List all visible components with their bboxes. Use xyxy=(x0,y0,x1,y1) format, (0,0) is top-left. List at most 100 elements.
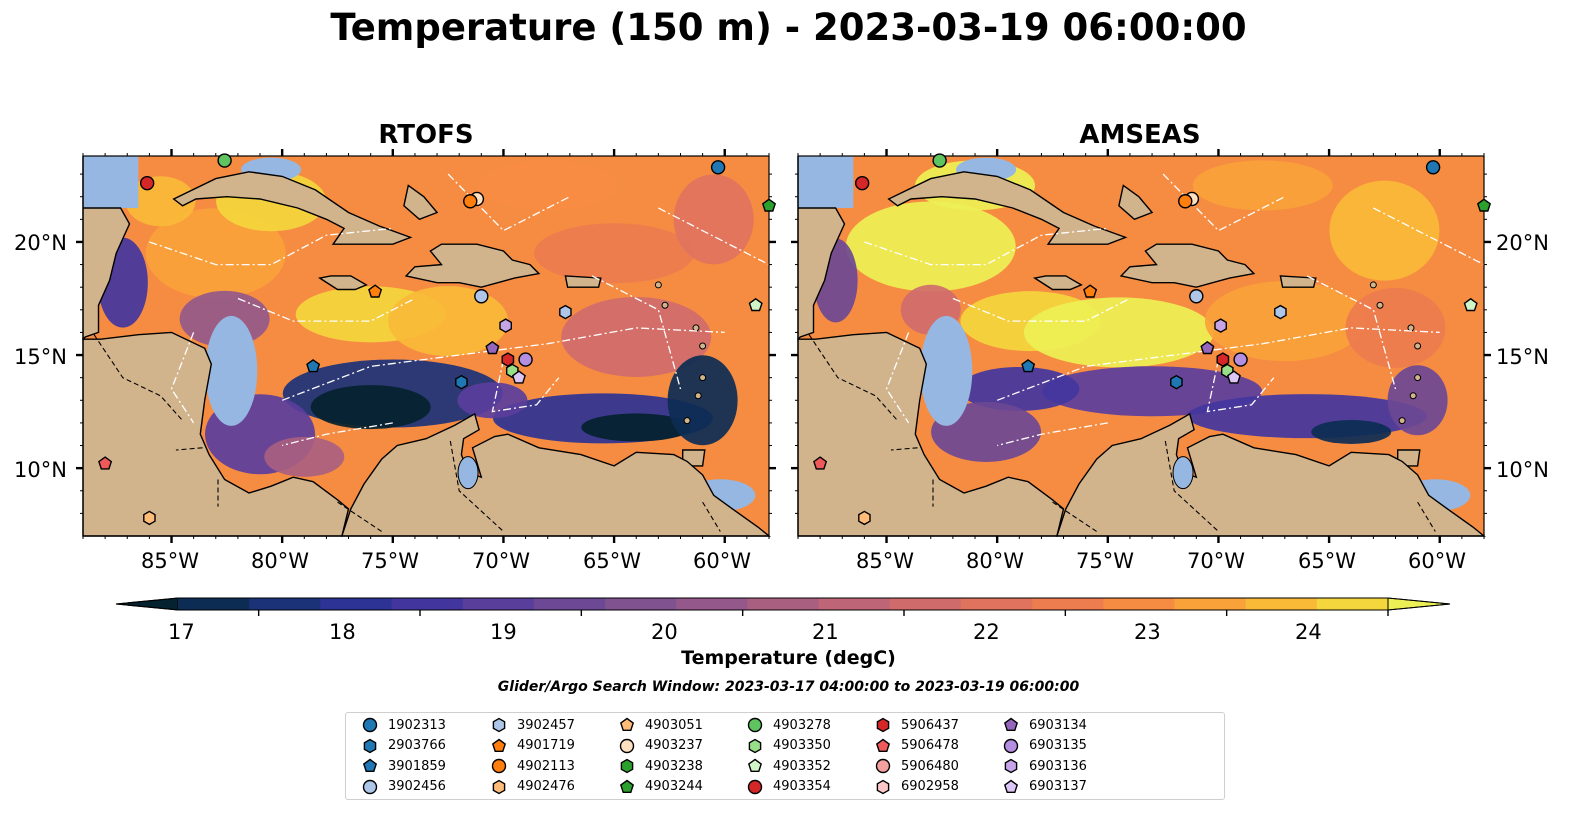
legend-label: 6903134 xyxy=(1029,717,1087,733)
legend-item: 2903766 xyxy=(361,736,446,756)
island xyxy=(694,392,702,400)
temperature-field-patch xyxy=(667,355,738,446)
temperature-field-patch xyxy=(477,160,618,211)
legend-marker-icon xyxy=(747,779,763,794)
legend-item: 4903051 xyxy=(618,715,703,735)
eez-boundary xyxy=(281,327,725,401)
eez-boundary xyxy=(591,275,682,390)
puerto-rico-land xyxy=(564,275,602,288)
country-border xyxy=(1164,440,1219,532)
float-marker-6903136 xyxy=(499,318,512,333)
colorbar-segment xyxy=(889,598,962,610)
legend-marker-icon xyxy=(876,779,890,794)
map-frame xyxy=(797,155,1485,537)
float-marker-6903135 xyxy=(518,352,533,367)
legend-label: 6902958 xyxy=(901,779,959,794)
search-window-text: Glider/Argo Search Window: 2023-03-17 04… xyxy=(497,679,1080,695)
legend-item: 4903238 xyxy=(618,756,703,776)
legend-label: 4903237 xyxy=(645,738,703,753)
hispaniola-land xyxy=(404,243,541,288)
country-border xyxy=(1417,501,1436,532)
float-marker-6903136 xyxy=(1214,318,1227,333)
legend-label: 4902113 xyxy=(517,758,575,774)
lon-tick-label-rtofs: 75°W xyxy=(361,549,419,573)
float-marker-4903354 xyxy=(854,175,870,191)
colorbar-segment xyxy=(1174,598,1247,610)
float-marker-4903278 xyxy=(217,153,232,168)
island xyxy=(699,374,707,382)
temperature-field-patch xyxy=(457,382,528,419)
float-marker-4902476 xyxy=(143,510,156,526)
country-border xyxy=(808,334,899,421)
float-marker-5906478 xyxy=(813,456,828,470)
legend-label: 4903354 xyxy=(773,779,831,794)
island xyxy=(1409,392,1417,400)
legend-label: 3902457 xyxy=(517,717,575,733)
legend-marker-icon xyxy=(875,758,891,774)
float-marker-3902457 xyxy=(559,304,572,320)
float-marker-1902313 xyxy=(1425,160,1441,175)
legend-label: 4903051 xyxy=(645,717,703,733)
legend-item: 4903237 xyxy=(618,736,703,756)
legend-label: 4903352 xyxy=(773,758,831,774)
figure-title: Temperature (150 m) - 2023-03-19 06:00:0… xyxy=(330,6,1247,49)
gulf-of-mexico xyxy=(83,156,139,209)
temperature-field-patch xyxy=(264,436,345,477)
temperature-field-patch xyxy=(1311,419,1392,444)
legend-item: 4903244 xyxy=(618,777,703,797)
eez-boundary xyxy=(1373,207,1485,266)
colorbar-segment xyxy=(462,598,535,610)
temperature-field-patch xyxy=(1042,366,1263,417)
temperature-field-patch xyxy=(673,174,754,265)
float-marker-3901859 xyxy=(306,359,321,373)
island xyxy=(692,324,700,332)
colorbar-segment xyxy=(1103,598,1175,610)
south-america-land xyxy=(1055,412,1486,537)
colorbar-segment xyxy=(605,598,677,610)
legend-marker-icon xyxy=(620,758,634,774)
float-marker-4902113 xyxy=(463,194,478,209)
colorbar-segment xyxy=(676,598,748,610)
legend-marker-icon xyxy=(362,779,378,794)
legend-marker-icon xyxy=(619,717,635,732)
legend-item: 5906478 xyxy=(874,736,959,756)
map-panel-rtofs xyxy=(76,149,777,543)
float-marker-3902457 xyxy=(1274,304,1287,320)
legend-label: 3901859 xyxy=(388,758,446,774)
legend-label: 3902456 xyxy=(388,779,446,794)
lat-tick-label-left: 15°N xyxy=(14,345,67,369)
float-marker-3901859 xyxy=(1021,359,1036,373)
colorbar-segment xyxy=(320,598,393,610)
float-marker-2903766 xyxy=(1170,374,1183,390)
temperature-field-patch xyxy=(310,385,431,430)
float-marker-4903244 xyxy=(1476,198,1492,212)
temperature-field-patch xyxy=(581,413,692,442)
legend-item: 3901859 xyxy=(361,756,446,776)
float-marker-5906437 xyxy=(501,352,515,367)
float-marker-4902113 xyxy=(1178,194,1193,209)
temperature-field-patch xyxy=(1023,297,1214,368)
legend-item: 6903135 xyxy=(1002,736,1087,756)
lat-tick-label-right: 20°N xyxy=(1496,231,1549,255)
colorbar-segment xyxy=(1032,598,1104,610)
float-marker-4903354 xyxy=(139,175,155,191)
island xyxy=(1414,342,1422,350)
lat-tick-label-right: 15°N xyxy=(1496,345,1549,369)
legend-label: 4903244 xyxy=(645,779,703,794)
colorbar-tick-label: 21 xyxy=(812,620,839,644)
lon-tick-label-rtofs: 70°W xyxy=(472,549,530,573)
legend-item: 6903137 xyxy=(1002,777,1087,797)
legend-label: 6903137 xyxy=(1029,779,1087,794)
legend-marker-icon xyxy=(748,738,762,753)
colorbar-segment xyxy=(1316,598,1389,610)
eez-boundary xyxy=(170,332,195,424)
island xyxy=(661,301,669,309)
lat-tick-label-right: 10°N xyxy=(1496,458,1549,482)
colorbar-tick-label: 22 xyxy=(973,620,1000,644)
nicaragua-shelf xyxy=(920,315,973,426)
legend-marker-icon xyxy=(363,738,377,753)
legend-marker-icon xyxy=(875,738,891,752)
colorbar-extend-high xyxy=(1387,597,1451,611)
lake-maracaibo xyxy=(1172,456,1194,490)
legend-item: 4903278 xyxy=(746,715,831,735)
